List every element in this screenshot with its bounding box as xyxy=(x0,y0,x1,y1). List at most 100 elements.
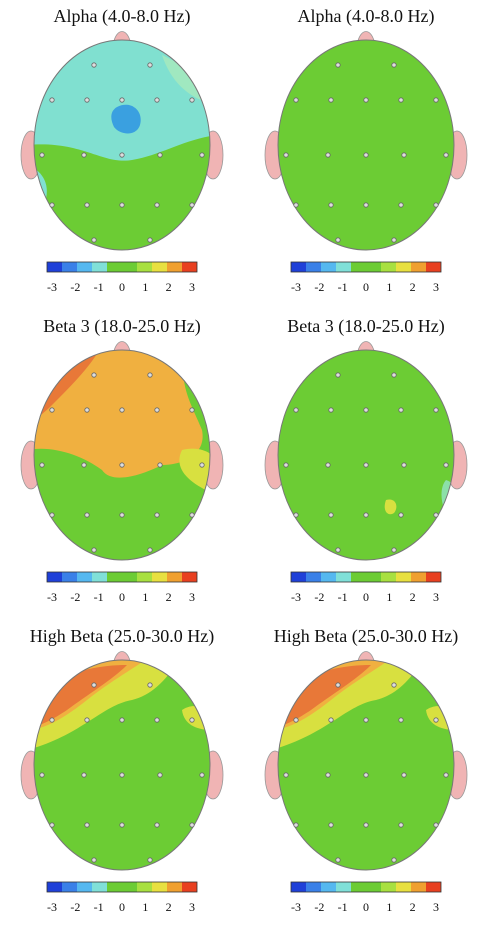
electrode xyxy=(85,718,89,722)
colorbar-segment xyxy=(62,262,77,272)
electrode xyxy=(329,718,333,722)
electrode xyxy=(444,773,448,777)
colorbar-tick-label: 1 xyxy=(386,590,392,604)
colorbar-tick-label: -1 xyxy=(94,590,104,604)
electrode xyxy=(336,683,340,687)
colorbar-tick-label: 2 xyxy=(166,590,172,604)
electrode xyxy=(364,773,368,777)
colorbar-tick-label: 1 xyxy=(142,280,148,294)
activity-region xyxy=(385,499,397,514)
electrode xyxy=(155,513,159,517)
electrode xyxy=(399,98,403,102)
colorbar-tick-label: 0 xyxy=(363,900,369,914)
electrode xyxy=(190,408,194,412)
electrode xyxy=(148,373,152,377)
electrode xyxy=(120,98,124,102)
head xyxy=(278,40,454,250)
colorbar-segment xyxy=(62,572,77,582)
colorbar-segment xyxy=(321,882,336,892)
electrode xyxy=(190,98,194,102)
colorbar-segment xyxy=(351,572,366,582)
electrode xyxy=(364,98,368,102)
colorbar-segment xyxy=(351,262,366,272)
electrode xyxy=(392,238,396,242)
electrode xyxy=(294,513,298,517)
colorbar-tick-label: -3 xyxy=(291,900,301,914)
electrode xyxy=(120,203,124,207)
electrode xyxy=(158,153,162,157)
colorbar-segment xyxy=(396,572,411,582)
colorbar-segment xyxy=(167,882,182,892)
electrode xyxy=(392,373,396,377)
electrode xyxy=(326,773,330,777)
electrode xyxy=(120,153,124,157)
colorbar-tick-label: 1 xyxy=(386,280,392,294)
electrode xyxy=(329,203,333,207)
electrode xyxy=(120,408,124,412)
electrode xyxy=(148,238,152,242)
electrode xyxy=(200,463,204,467)
colorbar-segment xyxy=(47,262,62,272)
electrode xyxy=(364,153,368,157)
colorbar-segment xyxy=(366,882,381,892)
colorbar-segment xyxy=(62,882,77,892)
colorbar-segment xyxy=(411,262,426,272)
electrode xyxy=(402,153,406,157)
colorbar-segment xyxy=(182,572,197,582)
electrode xyxy=(120,823,124,827)
colorbar-segment xyxy=(152,572,167,582)
colorbar-segment xyxy=(411,572,426,582)
electrode xyxy=(399,718,403,722)
colorbar-tick-label: 2 xyxy=(410,280,416,294)
electrode xyxy=(190,203,194,207)
colorbar-segment xyxy=(336,262,351,272)
colorbar-segment xyxy=(426,882,441,892)
electrode xyxy=(364,513,368,517)
panel-title: Beta 3 (18.0-25.0 Hz) xyxy=(43,316,200,337)
colorbar-tick-label: -2 xyxy=(314,590,324,604)
electrode xyxy=(402,463,406,467)
electrode xyxy=(329,513,333,517)
electrode xyxy=(50,718,54,722)
colorbar-tick-label: 3 xyxy=(189,590,195,604)
electrode xyxy=(336,548,340,552)
colorbar-segment xyxy=(306,262,321,272)
electrode xyxy=(50,513,54,517)
electrode xyxy=(364,463,368,467)
electrode xyxy=(85,408,89,412)
electrode xyxy=(158,773,162,777)
electrode xyxy=(402,773,406,777)
electrode xyxy=(399,408,403,412)
electrode xyxy=(85,823,89,827)
colorbar-tick-label: 2 xyxy=(166,280,172,294)
electrode xyxy=(392,548,396,552)
electrode xyxy=(399,203,403,207)
electrode xyxy=(364,718,368,722)
colorbar-segment xyxy=(426,572,441,582)
panel-title: High Beta (25.0-30.0 Hz) xyxy=(30,626,214,647)
electrode xyxy=(120,773,124,777)
colorbar-tick-label: -1 xyxy=(338,900,348,914)
colorbar-segment xyxy=(351,882,366,892)
colorbar-segment xyxy=(426,262,441,272)
colorbar-segment xyxy=(122,882,137,892)
electrode xyxy=(284,153,288,157)
colorbar-segment xyxy=(396,882,411,892)
electrode xyxy=(392,63,396,67)
colorbar-segment xyxy=(321,262,336,272)
electrode xyxy=(434,98,438,102)
electrode xyxy=(92,373,96,377)
colorbar-segment xyxy=(137,262,152,272)
colorbar-segment xyxy=(182,882,197,892)
electrode xyxy=(50,203,54,207)
colorbar-segment xyxy=(92,882,107,892)
electrode xyxy=(40,773,44,777)
colorbar-segment xyxy=(411,882,426,892)
colorbar-segment xyxy=(381,262,396,272)
colorbar-segment xyxy=(167,262,182,272)
electrode xyxy=(364,203,368,207)
colorbar-segment xyxy=(366,262,381,272)
electrode xyxy=(85,98,89,102)
